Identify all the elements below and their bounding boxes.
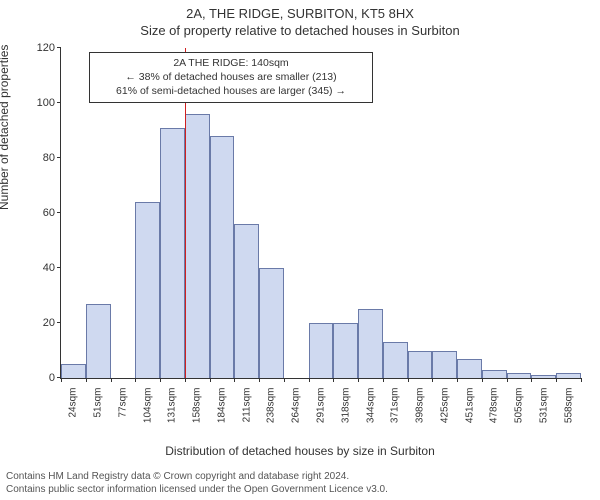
y-tick-label: 100 [37,97,61,109]
x-axis-label: Distribution of detached houses by size … [0,444,600,458]
histogram-bar [482,370,507,378]
x-tick-mark [408,378,409,382]
x-tick-mark [507,378,508,382]
x-tick-label: 131sqm [167,384,178,424]
x-tick-mark [333,378,334,382]
histogram-bar [210,136,235,378]
x-tick-label: 398sqm [415,384,426,424]
x-tick-label: 51sqm [93,384,104,418]
footer-line-1: Contains HM Land Registry data © Crown c… [6,470,388,483]
x-tick-mark [86,378,87,382]
x-tick-label: 531sqm [538,384,549,424]
x-tick-label: 264sqm [291,384,302,424]
x-tick-mark [383,378,384,382]
histogram-bar [556,373,581,379]
y-tick-mark [57,102,61,103]
x-tick-label: 344sqm [365,384,376,424]
title-subtitle: Size of property relative to detached ho… [0,21,600,38]
y-tick-mark [57,267,61,268]
histogram-bar [383,342,408,378]
x-tick-mark [160,378,161,382]
histogram-bar [234,224,259,378]
footer-line-2: Contains public sector information licen… [6,483,388,496]
x-tick-mark [135,378,136,382]
x-tick-mark [556,378,557,382]
y-tick-mark [57,157,61,158]
y-tick-label: 20 [43,317,61,329]
x-tick-mark [482,378,483,382]
y-tick-label: 120 [37,42,61,54]
y-tick-mark [57,322,61,323]
x-tick-label: 371sqm [390,384,401,424]
x-tick-label: 318sqm [340,384,351,424]
histogram-bar [259,268,284,378]
x-tick-mark [432,378,433,382]
x-tick-label: 184sqm [216,384,227,424]
histogram-bar [507,373,532,379]
x-tick-mark [284,378,285,382]
x-tick-label: 291sqm [316,384,327,424]
x-tick-mark [111,378,112,382]
title-address: 2A, THE RIDGE, SURBITON, KT5 8HX [0,0,600,21]
x-tick-mark [185,378,186,382]
y-tick-label: 40 [43,262,61,274]
x-tick-mark [581,378,582,382]
x-tick-mark [531,378,532,382]
y-tick-mark [57,47,61,48]
histogram-bar [160,128,185,378]
histogram-bar [333,323,358,378]
x-tick-label: 158sqm [192,384,203,424]
y-tick-mark [57,212,61,213]
x-tick-label: 505sqm [514,384,525,424]
annotation-line: 61% of semi-detached houses are larger (… [96,84,366,98]
histogram-bar [86,304,111,378]
x-tick-label: 478sqm [489,384,500,424]
y-tick-label: 80 [43,152,61,164]
x-tick-mark [61,378,62,382]
footer-attribution: Contains HM Land Registry data © Crown c… [6,470,388,496]
x-tick-label: 104sqm [142,384,153,424]
histogram-bar [135,202,160,378]
x-tick-mark [259,378,260,382]
annotation-line: 2A THE RIDGE: 140sqm [96,56,366,70]
annotation-box: 2A THE RIDGE: 140sqm← 38% of detached ho… [89,52,373,103]
histogram-bar [185,114,210,378]
y-axis-label: Number of detached properties [0,45,11,210]
x-tick-mark [210,378,211,382]
x-tick-label: 238sqm [266,384,277,424]
x-tick-mark [234,378,235,382]
x-tick-mark [457,378,458,382]
histogram-bar [531,375,556,378]
y-tick-label: 0 [49,372,61,384]
y-tick-label: 60 [43,207,61,219]
x-tick-label: 451sqm [464,384,475,424]
x-tick-label: 77sqm [117,384,128,418]
x-tick-label: 211sqm [241,384,252,423]
histogram-bar [61,364,86,378]
x-tick-label: 425sqm [439,384,450,424]
histogram-bar [408,351,433,379]
chart-container: 2A, THE RIDGE, SURBITON, KT5 8HX Size of… [0,0,600,500]
x-tick-label: 24sqm [68,384,79,418]
annotation-line: ← 38% of detached houses are smaller (21… [96,70,366,84]
x-tick-mark [358,378,359,382]
histogram-bar [432,351,457,379]
plot-area: 02040608010012024sqm51sqm77sqm104sqm131s… [60,48,581,379]
histogram-bar [309,323,334,378]
x-tick-label: 558sqm [563,384,574,424]
histogram-bar [358,309,383,378]
x-tick-mark [309,378,310,382]
histogram-bar [457,359,482,378]
